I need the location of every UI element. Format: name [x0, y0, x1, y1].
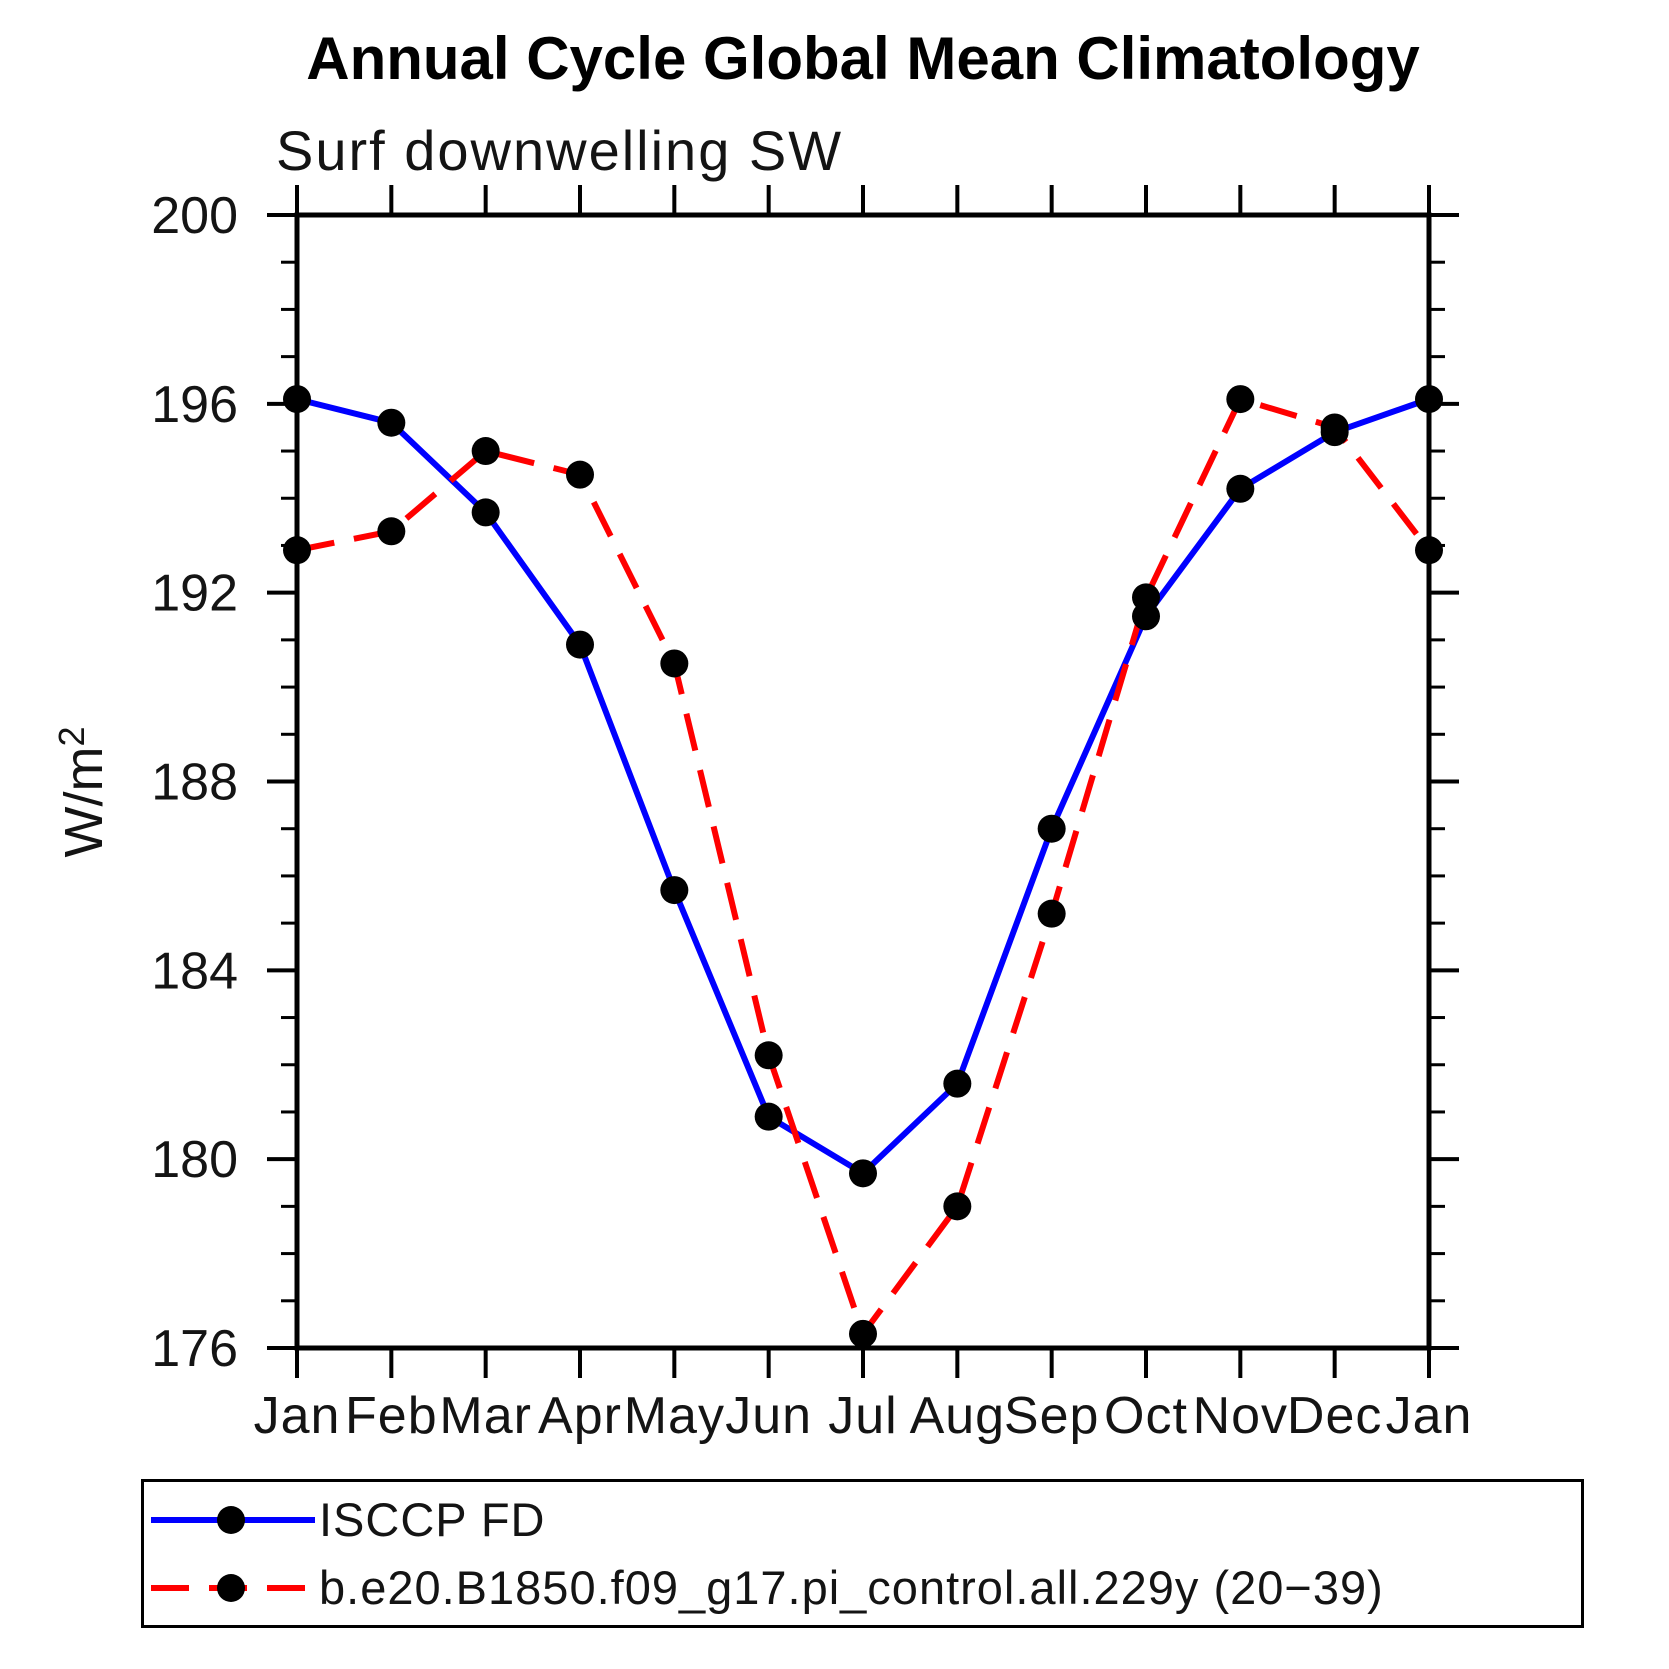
data-point-s1 — [471, 437, 500, 466]
data-point-s0 — [566, 630, 594, 659]
data-point-s1 — [660, 649, 689, 678]
data-point-s1 — [754, 1041, 783, 1070]
data-point-s0 — [1037, 814, 1066, 843]
data-point-s0 — [849, 1159, 877, 1188]
data-point-s1 — [566, 460, 594, 489]
legend-label-model-run: b.e20.B1850.f09_g17.pi_control.all.229y … — [319, 1561, 1384, 1614]
y-tick-label: 188 — [151, 754, 238, 812]
x-tick-label: Feb — [345, 1387, 438, 1445]
data-point-s1 — [1226, 385, 1255, 414]
data-point-s0 — [660, 876, 689, 905]
data-point-s1 — [1037, 899, 1066, 928]
legend-item-model-run: b.e20.B1850.f09_g17.pi_control.all.229y … — [151, 1558, 1384, 1618]
x-tick-label: Mar — [439, 1387, 532, 1445]
series-line-1 — [296, 396, 1432, 1337]
chart-subtitle: Surf downwelling SW — [276, 119, 844, 182]
data-point-s0 — [283, 385, 311, 414]
x-tick-label: Dec — [1287, 1387, 1382, 1445]
data-point-s0 — [377, 408, 406, 437]
y-tick-label: 180 — [151, 1131, 238, 1189]
x-tick-label: May — [624, 1387, 725, 1445]
x-tick-label: Jun — [725, 1387, 812, 1445]
data-point-s1 — [1132, 583, 1160, 612]
series-line-0 — [296, 396, 1430, 1177]
chart-title: Annual Cycle Global Mean Climatology — [306, 25, 1420, 92]
x-tick-label: Aug — [910, 1387, 1006, 1445]
data-point-s1 — [1320, 413, 1349, 442]
data-point-s1 — [849, 1319, 877, 1348]
y-tick-label: 184 — [151, 942, 238, 1000]
plot-box — [294, 212, 1432, 1351]
x-tick-label: Jan — [1386, 1387, 1473, 1445]
x-tick-label: Jul — [828, 1387, 897, 1445]
y-tick-label: 192 — [151, 565, 238, 623]
data-point-s0 — [471, 498, 500, 527]
y-axis-title: W/m2 — [51, 727, 114, 858]
data-point-s0 — [943, 1069, 972, 1098]
y-tick-label: 176 — [151, 1320, 238, 1378]
legend-swatch-dashed-line — [151, 1574, 315, 1602]
legend: ISCCP FD b.e20.B1850.f09_g17.pi_control.… — [141, 1479, 1584, 1628]
x-tick-label: Nov — [1193, 1387, 1288, 1445]
legend-marker-dot — [217, 1574, 245, 1602]
legend-marker-dot — [217, 1506, 245, 1534]
data-point-s0 — [1415, 385, 1443, 414]
y-tick-label: 200 — [151, 187, 238, 245]
legend-item-isccp-fd: ISCCP FD — [151, 1490, 546, 1550]
y-tick-label: 196 — [151, 376, 238, 434]
legend-swatch-solid-line — [151, 1506, 315, 1534]
x-tick-label: Jan — [254, 1387, 341, 1445]
legend-label-isccp-fd: ISCCP FD — [319, 1493, 546, 1546]
data-point-s1 — [377, 517, 406, 546]
data-point-s1 — [283, 536, 311, 565]
data-point-s1 — [1415, 536, 1443, 565]
x-tick-label: Sep — [1004, 1387, 1100, 1445]
data-point-s1 — [943, 1192, 972, 1221]
data-point-s0 — [754, 1102, 783, 1131]
x-tick-label: Oct — [1104, 1387, 1188, 1445]
data-point-s0 — [1226, 474, 1255, 503]
x-tick-label: Apr — [538, 1387, 622, 1445]
